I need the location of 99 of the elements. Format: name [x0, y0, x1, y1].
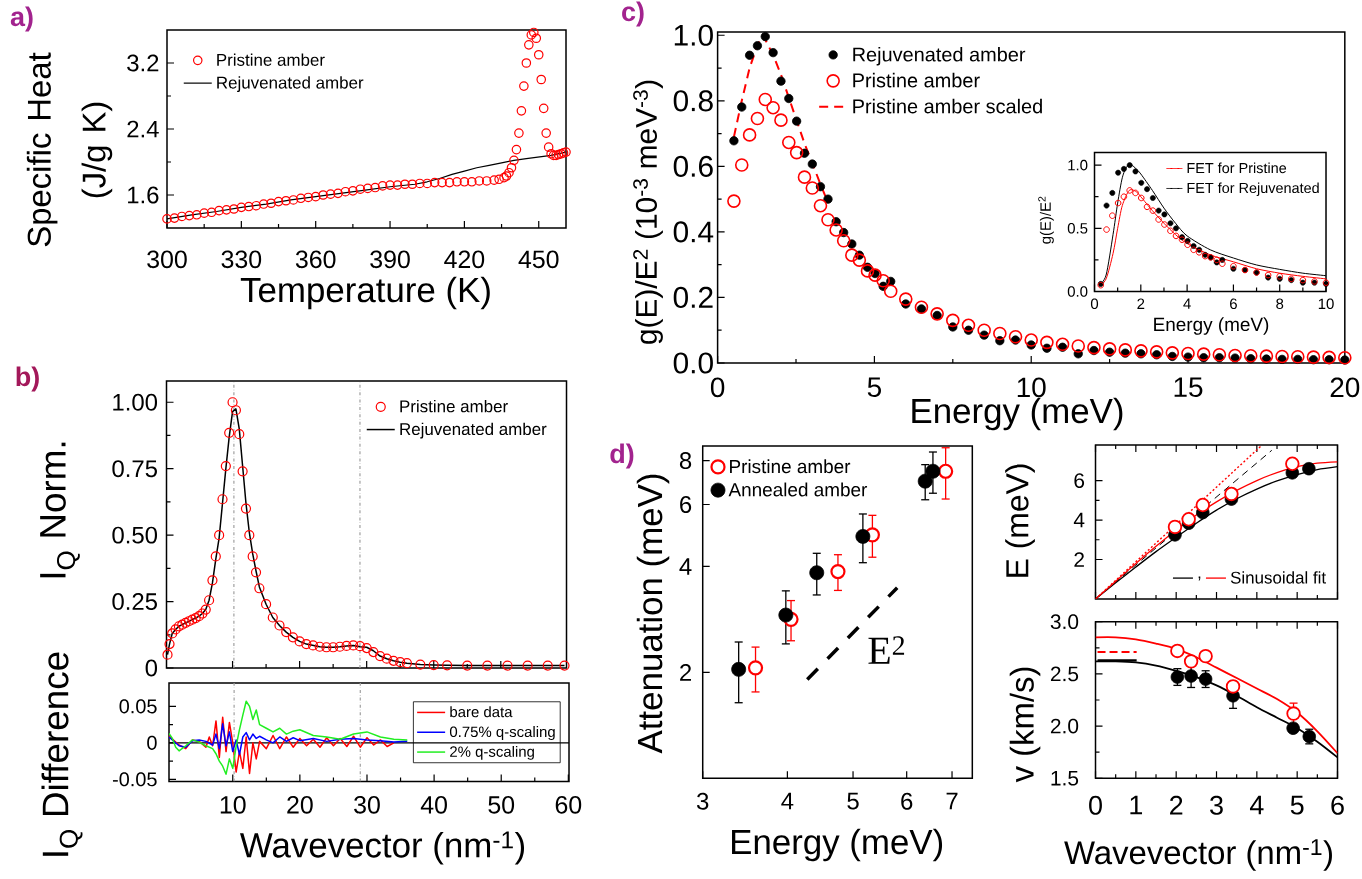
x-axis-title: Energy (meV) [1154, 317, 1269, 335]
x-tick-label: 30 [354, 796, 380, 814]
chart-title: c) [622, 1, 644, 27]
legend-label: Annealed amber [728, 482, 868, 497]
x-axis-title: Energy (meV) [912, 397, 1123, 431]
y-tick-label: 1.00 [113, 393, 158, 411]
x-tick-label: 300 [147, 250, 187, 269]
legend-label: Pristine amber [217, 53, 325, 66]
y-tick-label: 3.2 [127, 54, 159, 72]
y-tick-label: 2.4 [127, 120, 159, 138]
chart-title: d) [610, 443, 634, 469]
y-tick-label: 2 [1074, 552, 1084, 567]
x-tick-label: 2 [1137, 298, 1145, 309]
y-tick-label: 0.6 [673, 155, 713, 177]
x-tick-label: 7 [946, 792, 958, 810]
y-tick-label: 1.0 [674, 24, 713, 46]
x-tick-label: 3 [696, 792, 709, 810]
legend-label: Rejuvenated amber [217, 76, 364, 93]
y-tick-label: 0 [147, 735, 157, 750]
y-tick-label: 2 [680, 664, 691, 681]
x-tick-label: 6 [1230, 298, 1237, 310]
legend-label: FET for Rejuvenated [1187, 182, 1319, 196]
legend-label: Rejuvenated amber [400, 422, 547, 439]
legend-label: FET for Pristine [1187, 162, 1287, 174]
legend-label: Rejuvenated amber [853, 46, 1026, 66]
y-axis-title: E (meV) [1005, 464, 1035, 577]
y-axis-title: Specific Heat (J/g K) [26, 52, 113, 247]
x-tick-label: 330 [221, 250, 262, 269]
y-axis-title: I$_{Q}$ Difference [41, 652, 83, 856]
y-tick-label: 0.75 [112, 460, 157, 478]
x-tick-label: 5 [1290, 795, 1304, 815]
x-axis-title: Wavevector (nm$^{-1}$) [239, 831, 525, 865]
y-tick-label: 8 [679, 452, 692, 470]
x-tick-label: 0 [1090, 298, 1099, 310]
x-axis-title: Energy (meV) [732, 828, 943, 862]
y-tick-label: 0.50 [112, 526, 158, 544]
x-tick-label: 5 [847, 792, 859, 810]
x-tick-label: 10 [1318, 298, 1334, 310]
legend-label: bare data [450, 706, 513, 718]
legend-label: Pristine amber [400, 399, 508, 413]
x-tick-label: 420 [444, 250, 485, 269]
x-tick-label: 390 [370, 250, 410, 269]
y-tick-label: 3.0 [1050, 614, 1079, 630]
x-tick-label: 40 [420, 796, 447, 814]
y-tick-label: 0.5 [1067, 223, 1088, 234]
y-tick-label: 0 [145, 659, 158, 677]
x-tick-label: 3 [1210, 795, 1223, 815]
y-tick-label: 6 [680, 496, 692, 513]
legend-label: Sinusoidal fit [1230, 571, 1326, 584]
y-tick-label: 0.0 [1067, 286, 1088, 297]
chart-title: a) [10, 6, 33, 32]
y-axis-title: g(E)/E$^{2}$ [1038, 196, 1054, 244]
x-tick-label: 50 [488, 796, 515, 814]
y-tick-label: -0.05 [112, 772, 157, 787]
y-tick-label: 0.05 [119, 699, 157, 714]
x-tick-label: 0 [1089, 795, 1102, 815]
x-tick-label: 2 [1170, 795, 1183, 815]
y-tick-label: 0.0 [673, 352, 713, 374]
legend-label: Pristine amber [730, 459, 851, 474]
y-tick-label: 6 [1074, 473, 1085, 488]
y-tick-label: 2.0 [1050, 718, 1079, 734]
annotation: E$^{2}$ [868, 636, 905, 664]
x-tick-label: 20 [287, 796, 313, 814]
y-tick-label: 4 [1073, 512, 1085, 528]
y-axis-title: Attenuation (meV) [636, 474, 670, 754]
legend-label: 2% q-scaling [450, 745, 534, 760]
legend-label: Pristine amber [853, 72, 980, 88]
y-axis-title: I$_{Q}$ Norm. [40, 442, 80, 578]
y-tick-label: 1.5 [1051, 771, 1079, 786]
x-axis-title: Wavevector (nm$^{-1}$) [1064, 839, 1332, 871]
x-tick-label: 4 [1249, 795, 1264, 815]
x-tick-label: 1 [1130, 795, 1143, 815]
x-tick-label: 5 [867, 377, 881, 397]
legend-label: , [1198, 576, 1201, 581]
y-axis-title: g(E)/E$^{2}$ (10$^{-3}$ meV$^{-3}$) [633, 80, 663, 344]
y-tick-label: 2.5 [1050, 666, 1079, 682]
x-tick-label: 15 [1174, 377, 1203, 397]
x-tick-label: 8 [1276, 298, 1284, 310]
chart-title: b) [16, 366, 39, 392]
legend-label: 0.75% q-scaling [449, 726, 555, 741]
y-axis-title: v (km/s) [1009, 667, 1041, 783]
x-axis-title: Temperature (K) [240, 276, 490, 310]
y-tick-label: 0.4 [673, 221, 714, 243]
x-tick-label: 20 [1330, 377, 1360, 398]
y-tick-label: 1.6 [128, 186, 159, 204]
x-tick-label: 4 [781, 792, 794, 810]
x-tick-label: 6 [1331, 795, 1344, 815]
x-tick-label: 10 [220, 796, 246, 814]
x-tick-label: 360 [295, 250, 336, 269]
y-tick-label: 0.25 [112, 593, 157, 611]
x-tick-label: 10 [1017, 377, 1046, 398]
x-tick-label: 60 [555, 796, 582, 814]
y-tick-label: 0.2 [673, 286, 713, 309]
y-tick-label: 4 [679, 558, 692, 575]
x-tick-label: 450 [518, 250, 559, 269]
x-tick-label: 4 [1183, 298, 1191, 309]
y-tick-label: 0.8 [673, 90, 713, 112]
x-tick-label: 6 [901, 792, 913, 810]
y-tick-label: 1.0 [1068, 159, 1088, 171]
